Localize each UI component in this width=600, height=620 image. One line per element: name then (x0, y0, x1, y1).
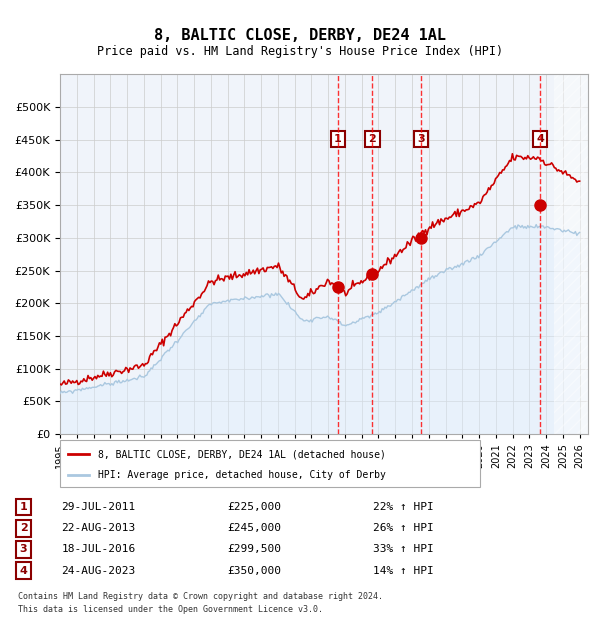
Text: 8, BALTIC CLOSE, DERBY, DE24 1AL (detached house): 8, BALTIC CLOSE, DERBY, DE24 1AL (detach… (98, 449, 386, 459)
FancyBboxPatch shape (60, 440, 480, 487)
Text: 4: 4 (536, 134, 544, 144)
Text: 24-AUG-2023: 24-AUG-2023 (61, 565, 136, 575)
Text: 3: 3 (20, 544, 28, 554)
Text: 18-JUL-2016: 18-JUL-2016 (61, 544, 136, 554)
Text: This data is licensed under the Open Government Licence v3.0.: This data is licensed under the Open Gov… (18, 604, 323, 614)
Text: 22-AUG-2013: 22-AUG-2013 (61, 523, 136, 533)
Text: Contains HM Land Registry data © Crown copyright and database right 2024.: Contains HM Land Registry data © Crown c… (18, 592, 383, 601)
Bar (554, 74, 588, 434)
Text: HPI: Average price, detached house, City of Derby: HPI: Average price, detached house, City… (98, 470, 386, 480)
Text: 2: 2 (368, 134, 376, 144)
Text: 8, BALTIC CLOSE, DERBY, DE24 1AL: 8, BALTIC CLOSE, DERBY, DE24 1AL (154, 28, 446, 43)
Text: 14% ↑ HPI: 14% ↑ HPI (373, 565, 434, 575)
Text: 29-JUL-2011: 29-JUL-2011 (61, 502, 136, 512)
Text: 26% ↑ HPI: 26% ↑ HPI (373, 523, 434, 533)
Text: Price paid vs. HM Land Registry's House Price Index (HPI): Price paid vs. HM Land Registry's House … (97, 45, 503, 58)
Text: 1: 1 (334, 134, 341, 144)
Text: 3: 3 (418, 134, 425, 144)
Text: £350,000: £350,000 (227, 565, 281, 575)
Text: 22% ↑ HPI: 22% ↑ HPI (373, 502, 434, 512)
Text: 4: 4 (20, 565, 28, 575)
Text: 2: 2 (20, 523, 28, 533)
Text: £245,000: £245,000 (227, 523, 281, 533)
Text: 33% ↑ HPI: 33% ↑ HPI (373, 544, 434, 554)
Text: 1: 1 (20, 502, 28, 512)
Text: £299,500: £299,500 (227, 544, 281, 554)
Text: £225,000: £225,000 (227, 502, 281, 512)
